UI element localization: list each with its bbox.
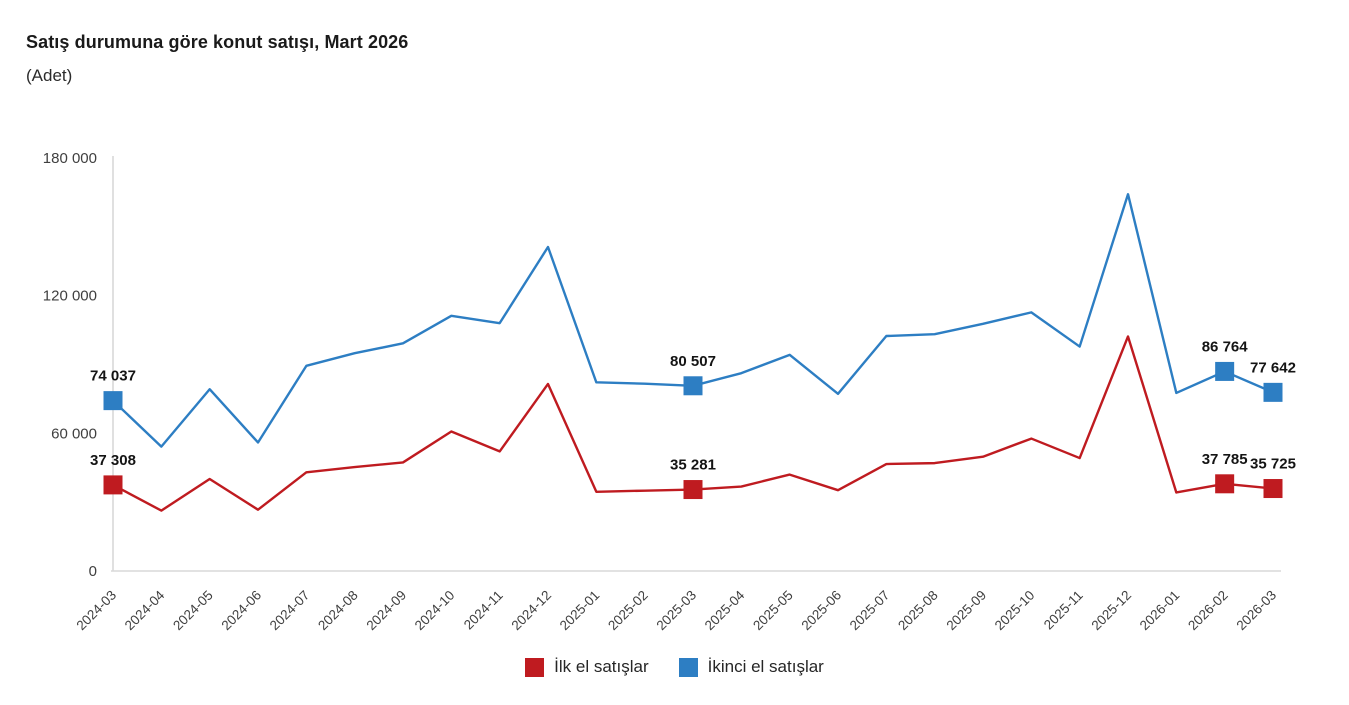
data-point-label-1-12: 80 507: [670, 353, 716, 370]
x-tick-label: 2024-11: [461, 588, 506, 633]
data-point-marker-0-0[interactable]: [103, 475, 123, 495]
data-point-label-0-12: 35 281: [670, 457, 716, 474]
legend-label-ilk-el: İlk el satışlar: [554, 657, 649, 676]
x-tick-label: 2025-10: [992, 588, 1038, 634]
legend-item-ikinci-el[interactable]: İkinci el satışlar: [678, 657, 824, 677]
data-point-marker-0-12[interactable]: [683, 480, 703, 500]
chart-title: Satış durumuna göre konut satışı, Mart 2…: [26, 32, 409, 52]
x-tick-label: 2026-02: [1185, 588, 1231, 634]
x-tick-label: 2025-06: [798, 588, 844, 634]
legend: İlk el satışlar İkinci el satışlar: [0, 657, 1349, 677]
x-tick-label: 2024-05: [170, 588, 216, 634]
x-tick-label: 2025-08: [895, 588, 941, 634]
data-point-marker-1-23[interactable]: [1215, 361, 1235, 381]
x-tick-label: 2024-04: [122, 587, 168, 633]
data-point-marker-0-23[interactable]: [1215, 474, 1235, 494]
legend-swatch-ilk-el-icon: [525, 657, 545, 677]
x-tick-label: 2024-10: [412, 588, 458, 634]
data-point-label-0-24: 35 725: [1250, 456, 1296, 473]
legend-swatch-ikinci-el-icon: [678, 657, 698, 677]
y-tick-label: 120 000: [43, 288, 97, 305]
x-tick-label: 2025-03: [653, 588, 699, 634]
data-point-label-1-0: 74 037: [90, 368, 136, 385]
data-point-marker-1-0[interactable]: [103, 391, 123, 411]
chart-subtitle-unit: (Adet): [26, 66, 73, 85]
x-tick-label: 2024-06: [218, 588, 264, 634]
data-point-marker-1-24[interactable]: [1263, 382, 1283, 402]
x-tick-label: 2025-12: [1088, 588, 1134, 634]
y-tick-label: 180 000: [43, 150, 97, 167]
x-tick-label: 2024-12: [508, 588, 554, 634]
x-tick-label: 2025-01: [557, 588, 603, 634]
x-tick-label: 2025-09: [943, 588, 989, 634]
x-tick-label: 2024-09: [363, 588, 409, 634]
x-tick-label: 2025-02: [605, 588, 651, 634]
data-point-label-0-23: 37 785: [1202, 451, 1248, 468]
x-tick-label: 2025-05: [750, 588, 796, 634]
x-tick-label: 2025-07: [847, 588, 893, 634]
legend-label-ikinci-el: İkinci el satışlar: [707, 657, 824, 676]
data-point-label-1-23: 86 764: [1202, 338, 1249, 355]
y-tick-label: 0: [89, 563, 97, 580]
legend-item-ilk-el[interactable]: İlk el satışlar: [525, 657, 649, 677]
data-point-marker-1-12[interactable]: [683, 376, 703, 396]
data-point-marker-0-24[interactable]: [1263, 479, 1283, 499]
x-tick-label: 2024-08: [315, 588, 361, 634]
x-tick-label: 2026-01: [1137, 588, 1183, 634]
data-point-label-0-0: 37 308: [90, 452, 136, 469]
y-tick-label: 60 000: [51, 425, 97, 442]
data-point-label-1-24: 77 642: [1250, 359, 1296, 376]
x-tick-label: 2026-03: [1233, 588, 1279, 634]
x-tick-label: 2025-04: [702, 587, 748, 633]
x-tick-label: 2024-03: [73, 588, 119, 634]
x-tick-label: 2024-07: [267, 588, 313, 634]
x-tick-label: 2025-11: [1041, 588, 1086, 633]
